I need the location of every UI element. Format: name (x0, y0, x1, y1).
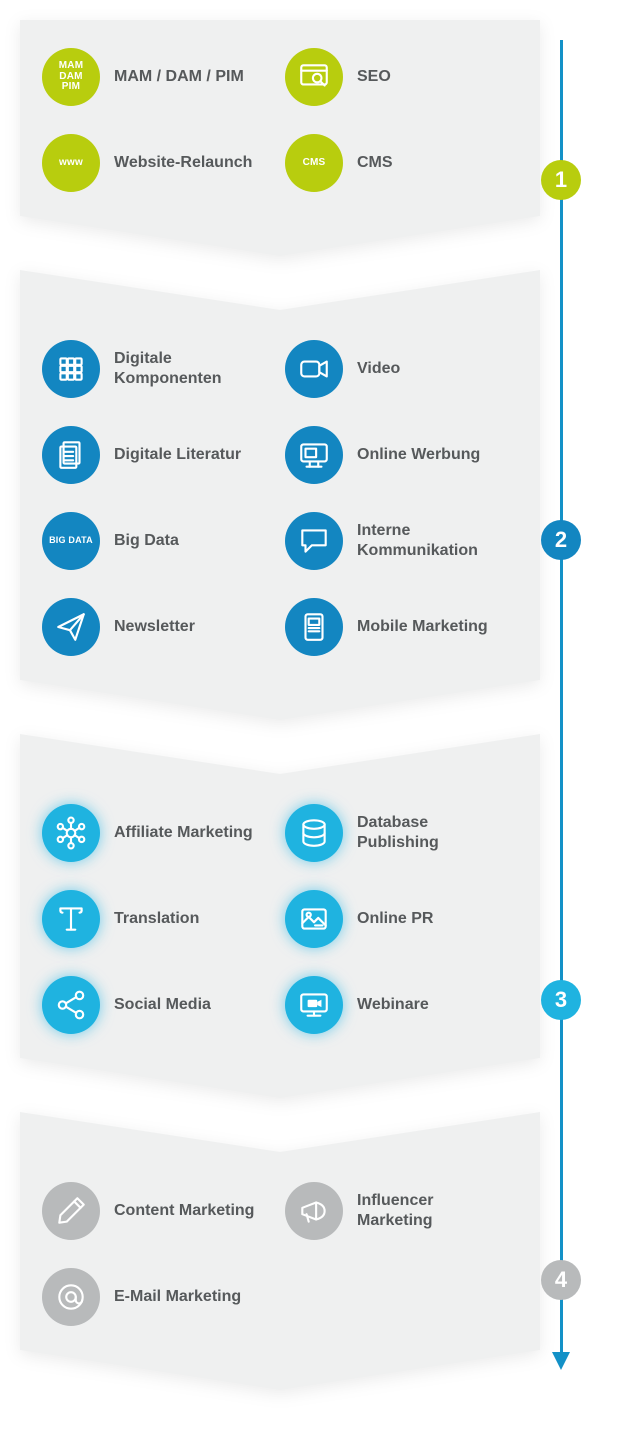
timeline-badge-3: 3 (541, 980, 581, 1020)
item-label: Content Marketing (114, 1201, 254, 1221)
list-item: BIG DATA Big Data (42, 512, 275, 570)
item-label: Big Data (114, 531, 179, 551)
seo-icon (285, 48, 343, 106)
item-label: Mobile Marketing (357, 617, 488, 637)
list-item: Translation (42, 890, 275, 948)
plane-icon (42, 598, 100, 656)
item-label: Digitale Literatur (114, 445, 241, 465)
list-item: Mobile Marketing (285, 598, 518, 656)
item-label: CMS (357, 153, 393, 173)
section-4: Content Marketing Influencer Marketing E-M… (20, 1112, 540, 1390)
list-item: Influencer Marketing (285, 1182, 518, 1240)
chat-icon (285, 512, 343, 570)
item-label: Newsletter (114, 617, 195, 637)
list-item: Online PR (285, 890, 518, 948)
item-label: Website-Relaunch (114, 153, 252, 173)
pencil-icon (42, 1182, 100, 1240)
section-grid: Digitale Komponenten Video Digitale Litera… (42, 340, 518, 656)
item-label: E-Mail Marketing (114, 1287, 241, 1307)
list-item: CMS CMS (285, 134, 518, 192)
list-item: Affiliate Marketing (42, 804, 275, 862)
item-label: Online Werbung (357, 445, 480, 465)
list-item: www Website-Relaunch (42, 134, 275, 192)
item-label: Affiliate Marketing (114, 823, 253, 843)
timeline-arrowhead-icon (552, 1352, 570, 1370)
item-label: Digitale Komponenten (114, 349, 264, 389)
timeline-badge-4: 4 (541, 1260, 581, 1300)
list-item: Content Marketing (42, 1182, 275, 1240)
at-icon (42, 1268, 100, 1326)
section-2: Digitale Komponenten Video Digitale Litera… (20, 270, 540, 720)
text-icon: BIG DATA (42, 512, 100, 570)
item-label: Social Media (114, 995, 211, 1015)
list-item: E-Mail Marketing (42, 1268, 275, 1326)
list-item: Social Media (42, 976, 275, 1034)
section-stack: MAMDAMPIM MAM / DAM / PIM SEO www Website-Re… (20, 20, 540, 1390)
item-label: Online PR (357, 909, 433, 929)
infographic: MAMDAMPIM MAM / DAM / PIM SEO www Website-Re… (20, 20, 612, 1390)
list-item: Database Publishing (285, 804, 518, 862)
list-item: Online Werbung (285, 426, 518, 484)
item-label: Interne Kommunikation (357, 521, 507, 561)
item-label: MAM / DAM / PIM (114, 67, 244, 87)
list-item: Newsletter (42, 598, 275, 656)
timeline-badge-1: 1 (541, 160, 581, 200)
grid-icon (42, 340, 100, 398)
T-icon (42, 890, 100, 948)
item-label: Database Publishing (357, 813, 507, 853)
text-icon: MAMDAMPIM (42, 48, 100, 106)
timeline-line (560, 40, 563, 1352)
item-label: Translation (114, 909, 199, 929)
item-label: SEO (357, 67, 391, 87)
section-grid: MAMDAMPIM MAM / DAM / PIM SEO www Website-Re… (42, 48, 518, 192)
list-item: MAMDAMPIM MAM / DAM / PIM (42, 48, 275, 106)
item-label: Influencer Marketing (357, 1191, 507, 1231)
mobile-icon (285, 598, 343, 656)
share-icon (42, 976, 100, 1034)
section-grid: Affiliate Marketing Database Publishing Tr… (42, 804, 518, 1034)
doc-icon (42, 426, 100, 484)
list-item: Interne Kommunikation (285, 512, 518, 570)
monitor-icon (285, 426, 343, 484)
text-icon: www (42, 134, 100, 192)
timeline: 1 2 3 4 (538, 40, 584, 1370)
list-item: Webinare (285, 976, 518, 1034)
section-grid: Content Marketing Influencer Marketing E-M… (42, 1182, 518, 1326)
section-3: Affiliate Marketing Database Publishing Tr… (20, 734, 540, 1098)
db-icon (285, 804, 343, 862)
list-item: Video (285, 340, 518, 398)
megaphone-icon (285, 1182, 343, 1240)
image-icon (285, 890, 343, 948)
timeline-badge-2: 2 (541, 520, 581, 560)
section-1: MAMDAMPIM MAM / DAM / PIM SEO www Website-Re… (20, 20, 540, 256)
item-label: Video (357, 359, 400, 379)
text-icon: CMS (285, 134, 343, 192)
list-item: SEO (285, 48, 518, 106)
screencam-icon (285, 976, 343, 1034)
network-icon (42, 804, 100, 862)
video-icon (285, 340, 343, 398)
list-item: Digitale Komponenten (42, 340, 275, 398)
list-item: Digitale Literatur (42, 426, 275, 484)
item-label: Webinare (357, 995, 429, 1015)
